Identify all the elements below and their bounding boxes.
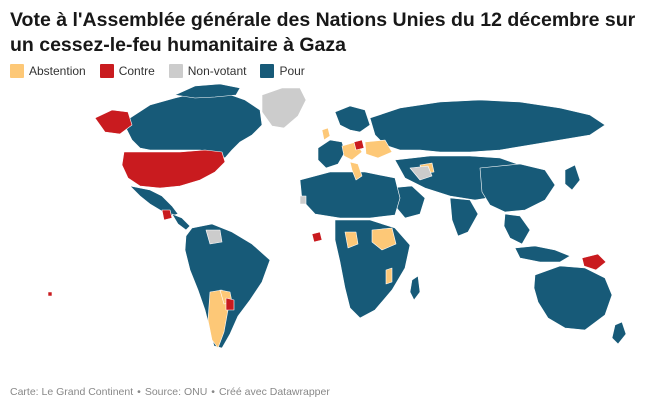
world-map-svg bbox=[47, 83, 627, 349]
country-madagascar[interactable] bbox=[409, 275, 421, 301]
legend-swatch-contre bbox=[99, 64, 114, 78]
country-cameroon[interactable] bbox=[344, 231, 359, 249]
legend-label-pour: Pour bbox=[279, 64, 305, 78]
country-venezuela[interactable] bbox=[205, 229, 223, 245]
country-liberia[interactable] bbox=[311, 231, 323, 243]
region-non-votant-group bbox=[205, 87, 433, 245]
legend-item-non-votant: Non-votant bbox=[168, 64, 247, 78]
country-africa-north[interactable] bbox=[299, 171, 401, 219]
country-alaska[interactable] bbox=[94, 109, 133, 135]
country-malawi[interactable] bbox=[385, 267, 393, 285]
country-russia[interactable] bbox=[369, 99, 606, 153]
country-central-america[interactable] bbox=[171, 213, 191, 231]
footer-tool: Créé avec Datawrapper bbox=[218, 386, 330, 398]
country-europe-west[interactable] bbox=[317, 139, 346, 169]
country-angola[interactable] bbox=[371, 227, 397, 251]
country-iran-area[interactable] bbox=[409, 165, 433, 181]
country-guatemala[interactable] bbox=[161, 209, 173, 221]
country-micronesia[interactable] bbox=[47, 291, 53, 297]
region-pour-group bbox=[125, 83, 627, 349]
country-ireland[interactable] bbox=[321, 127, 331, 141]
country-japan[interactable] bbox=[564, 164, 581, 191]
legend-item-abstention: Abstention bbox=[10, 64, 86, 78]
legend-swatch-pour bbox=[260, 64, 275, 78]
region-contre-group bbox=[47, 109, 607, 311]
country-europe-north[interactable] bbox=[334, 105, 371, 133]
legend-label-abstention: Abstention bbox=[29, 64, 86, 78]
world-map bbox=[0, 82, 661, 367]
legend: Abstention Contre Non-votant Pour bbox=[10, 64, 319, 78]
legend-item-contre: Contre bbox=[99, 64, 155, 78]
country-canada-arctic[interactable] bbox=[174, 83, 241, 99]
country-india[interactable] bbox=[449, 197, 479, 237]
legend-swatch-non-votant bbox=[168, 64, 183, 78]
country-indonesia[interactable] bbox=[514, 245, 571, 263]
footer-source: Source: ONU bbox=[144, 386, 208, 398]
country-austria-czechia[interactable] bbox=[353, 139, 365, 151]
country-greenland[interactable] bbox=[261, 87, 307, 129]
country-mexico[interactable] bbox=[129, 185, 179, 217]
country-papua-new-guinea[interactable] bbox=[581, 253, 607, 271]
country-ukraine-area[interactable] bbox=[364, 139, 393, 159]
country-australia[interactable] bbox=[533, 265, 613, 331]
footer: Carte: Le Grand Continent • Source: ONU … bbox=[10, 386, 330, 398]
footer-separator: • bbox=[211, 386, 215, 398]
legend-swatch-abstention bbox=[10, 64, 24, 78]
legend-item-pour: Pour bbox=[260, 64, 305, 78]
country-italy[interactable] bbox=[349, 161, 363, 181]
country-new-zealand[interactable] bbox=[611, 321, 627, 345]
footer-map-credit: Carte: Le Grand Continent bbox=[10, 386, 134, 398]
country-south-america[interactable] bbox=[184, 223, 271, 349]
country-china[interactable] bbox=[479, 163, 556, 213]
map-title: Vote à l'Assemblée générale des Nations … bbox=[10, 9, 636, 56]
legend-label-non-votant: Non-votant bbox=[187, 64, 247, 78]
region-abstention-group bbox=[207, 127, 435, 349]
legend-label-contre: Contre bbox=[118, 64, 155, 78]
country-canada[interactable] bbox=[125, 91, 263, 159]
country-paraguay-contre[interactable] bbox=[225, 297, 235, 311]
country-western-sahara[interactable] bbox=[299, 195, 307, 205]
country-usa[interactable] bbox=[121, 149, 226, 189]
footer-separator: • bbox=[137, 386, 141, 398]
country-southeast-asia[interactable] bbox=[503, 213, 531, 245]
